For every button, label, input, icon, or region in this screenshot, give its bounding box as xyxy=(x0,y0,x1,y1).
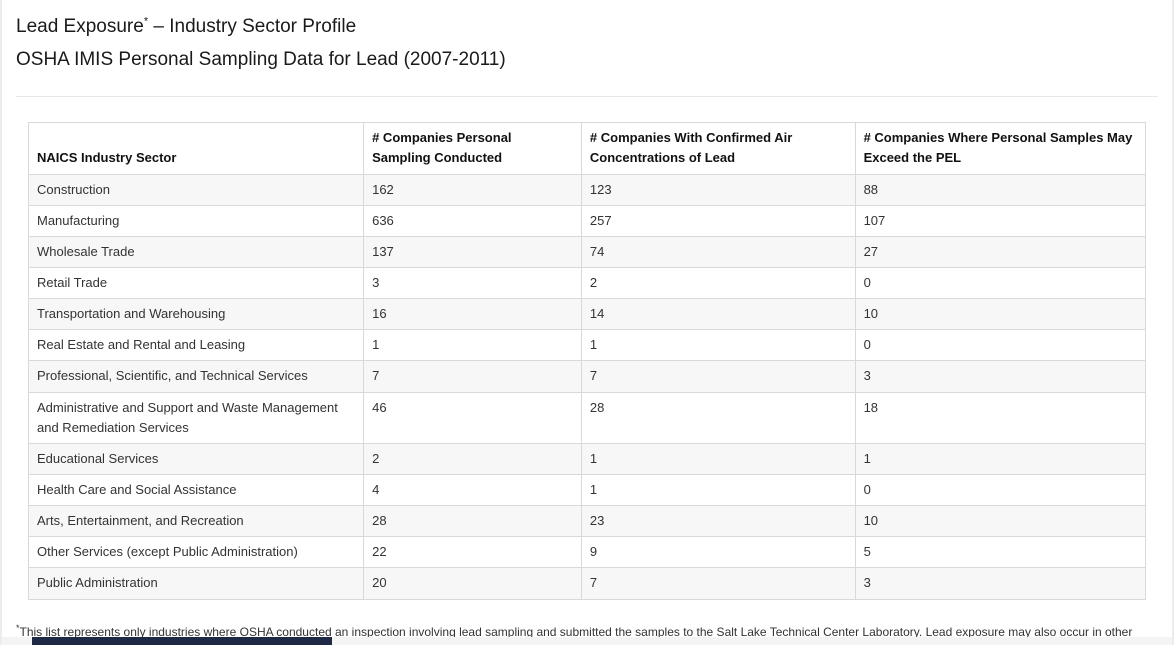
sampling-cell: 3 xyxy=(363,266,582,300)
table-row: Construction 162 123 88 xyxy=(27,173,1147,206)
column-header-confirmed: # Companies With Confirmed Air Concentra… xyxy=(580,122,856,175)
sector-cell: Real Estate and Rental and Leasing xyxy=(27,329,365,362)
sector-cell: Professional, Scientific, and Technical … xyxy=(27,360,365,393)
header-row: NAICS Industry Sector # Companies Person… xyxy=(27,122,1147,175)
page-title-rest: – Industry Sector Profile xyxy=(148,16,357,37)
footnote: *This list represents only industries wh… xyxy=(16,622,1158,645)
confirmed-cell: 23 xyxy=(580,505,856,538)
sampling-cell: 1 xyxy=(363,329,582,362)
sampling-cell: 16 xyxy=(363,298,582,331)
sampling-cell: 636 xyxy=(363,204,582,237)
sampling-cell: 46 xyxy=(363,391,582,444)
confirmed-cell: 14 xyxy=(580,298,856,331)
exceed-cell: 18 xyxy=(854,391,1147,444)
column-header-exceed: # Companies Where Personal Samples May E… xyxy=(854,122,1147,175)
sector-cell: Other Services (except Public Administra… xyxy=(27,536,365,569)
confirmed-cell: 74 xyxy=(580,235,856,268)
page-title: Lead Exposure* – Industry Sector Profile xyxy=(16,14,1158,40)
column-header-sector: NAICS Industry Sector xyxy=(27,122,365,175)
exceed-cell: 27 xyxy=(854,235,1147,268)
confirmed-cell: 7 xyxy=(580,567,856,600)
sampling-cell: 137 xyxy=(363,235,582,268)
exceed-cell: 5 xyxy=(854,536,1147,569)
sector-cell: Retail Trade xyxy=(27,266,365,300)
sector-cell: Wholesale Trade xyxy=(27,235,365,268)
confirmed-cell: 1 xyxy=(580,442,856,475)
page-subtitle: OSHA IMIS Personal Sampling Data for Lea… xyxy=(16,48,506,70)
exceed-cell: 1 xyxy=(854,442,1147,475)
table-body: Construction 162 123 88 Manufacturing 63… xyxy=(27,173,1147,600)
data-table-container: NAICS Industry Sector # Companies Person… xyxy=(16,122,1158,600)
table-row: Administrative and Support and Waste Man… xyxy=(27,391,1147,444)
table-row: Manufacturing 636 257 107 xyxy=(27,204,1147,237)
sector-cell: Administrative and Support and Waste Man… xyxy=(27,391,365,444)
sector-cell: Construction xyxy=(27,173,365,206)
sector-cell: Health Care and Social Assistance xyxy=(27,473,365,507)
confirmed-cell: 7 xyxy=(580,360,856,393)
table-row: Arts, Entertainment, and Recreation 28 2… xyxy=(27,505,1147,538)
sampling-cell: 4 xyxy=(363,473,582,507)
sector-cell: Arts, Entertainment, and Recreation xyxy=(27,505,365,538)
exceed-cell: 0 xyxy=(854,266,1147,300)
table-row: Retail Trade 3 2 0 xyxy=(27,266,1147,300)
exceed-cell: 10 xyxy=(854,298,1147,331)
horizontal-scrollbar-track[interactable] xyxy=(2,637,1172,645)
confirmed-cell: 257 xyxy=(580,204,856,237)
exceed-cell: 10 xyxy=(854,505,1147,538)
naics-data-table: NAICS Industry Sector # Companies Person… xyxy=(27,122,1147,600)
exceed-cell: 0 xyxy=(854,473,1147,507)
confirmed-cell: 123 xyxy=(580,173,856,206)
table-row: Other Services (except Public Administra… xyxy=(27,536,1147,569)
sampling-cell: 162 xyxy=(363,173,582,206)
horizontal-scrollbar-thumb[interactable] xyxy=(32,637,332,645)
confirmed-cell: 2 xyxy=(580,266,856,300)
table-row: Public Administration 20 7 3 xyxy=(27,567,1147,600)
sampling-cell: 7 xyxy=(363,360,582,393)
confirmed-cell: 1 xyxy=(580,329,856,362)
exceed-cell: 88 xyxy=(854,173,1147,206)
table-row: Educational Services 2 1 1 xyxy=(27,442,1147,475)
table-row: Transportation and Warehousing 16 14 10 xyxy=(27,298,1147,331)
table-row: Professional, Scientific, and Technical … xyxy=(27,360,1147,393)
exceed-cell: 107 xyxy=(854,204,1147,237)
confirmed-cell: 9 xyxy=(580,536,856,569)
table-row: Wholesale Trade 137 74 27 xyxy=(27,235,1147,268)
table-row: Real Estate and Rental and Leasing 1 1 0 xyxy=(27,329,1147,362)
footnote-marker: * xyxy=(16,622,20,633)
column-header-sampling: # Companies Personal Sampling Conducted xyxy=(363,122,582,175)
sampling-cell: 28 xyxy=(363,505,582,538)
sampling-cell: 20 xyxy=(363,567,582,600)
exceed-cell: 3 xyxy=(854,567,1147,600)
sampling-cell: 22 xyxy=(363,536,582,569)
footnote-text: This list represents only industries whe… xyxy=(19,624,1133,639)
divider xyxy=(16,96,1158,98)
exceed-cell: 3 xyxy=(854,360,1147,393)
sector-cell: Manufacturing xyxy=(27,204,365,237)
sector-cell: Public Administration xyxy=(27,567,365,600)
exceed-cell: 0 xyxy=(854,329,1147,362)
sampling-cell: 2 xyxy=(363,442,582,475)
confirmed-cell: 1 xyxy=(580,473,856,507)
sector-cell: Transportation and Warehousing xyxy=(27,298,365,331)
sector-cell: Educational Services xyxy=(27,442,365,475)
confirmed-cell: 28 xyxy=(580,391,856,444)
table-row: Health Care and Social Assistance 4 1 0 xyxy=(27,473,1147,507)
title-footnote-marker: * xyxy=(143,15,149,28)
page-title-main: Lead Exposure xyxy=(16,16,144,37)
